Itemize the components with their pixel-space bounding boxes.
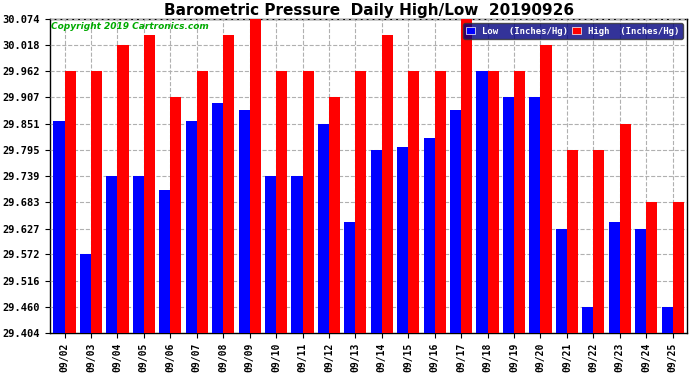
Bar: [673, 202, 684, 333]
Bar: [80, 254, 91, 333]
Bar: [620, 123, 631, 333]
Bar: [424, 138, 435, 333]
Bar: [265, 176, 276, 333]
Bar: [291, 176, 302, 333]
Bar: [514, 72, 525, 333]
Bar: [647, 202, 658, 333]
Bar: [170, 97, 181, 333]
Bar: [132, 176, 144, 333]
Legend: Low  (Inches/Hg), High  (Inches/Hg): Low (Inches/Hg), High (Inches/Hg): [463, 24, 682, 39]
Bar: [382, 35, 393, 333]
Bar: [609, 222, 620, 333]
Bar: [488, 72, 499, 333]
Bar: [450, 110, 461, 333]
Bar: [371, 150, 382, 333]
Bar: [635, 228, 647, 333]
Bar: [106, 176, 117, 333]
Bar: [223, 35, 235, 333]
Bar: [662, 307, 673, 333]
Title: Barometric Pressure  Daily High/Low  20190926: Barometric Pressure Daily High/Low 20190…: [164, 3, 573, 18]
Bar: [318, 123, 329, 333]
Text: Copyright 2019 Cartronics.com: Copyright 2019 Cartronics.com: [51, 22, 209, 31]
Bar: [477, 72, 488, 333]
Bar: [239, 110, 250, 333]
Bar: [397, 147, 408, 333]
Bar: [408, 72, 420, 333]
Bar: [276, 72, 287, 333]
Bar: [593, 150, 604, 333]
Bar: [65, 72, 76, 333]
Bar: [556, 228, 567, 333]
Bar: [212, 103, 223, 333]
Bar: [355, 72, 366, 333]
Bar: [540, 45, 551, 333]
Bar: [567, 150, 578, 333]
Bar: [53, 121, 65, 333]
Bar: [91, 72, 102, 333]
Bar: [144, 35, 155, 333]
Bar: [503, 97, 514, 333]
Bar: [435, 72, 446, 333]
Bar: [529, 97, 540, 333]
Bar: [344, 222, 355, 333]
Bar: [159, 190, 170, 333]
Bar: [186, 121, 197, 333]
Bar: [461, 19, 472, 333]
Bar: [582, 307, 593, 333]
Bar: [302, 72, 314, 333]
Bar: [250, 19, 261, 333]
Bar: [117, 45, 128, 333]
Bar: [329, 97, 340, 333]
Bar: [197, 72, 208, 333]
